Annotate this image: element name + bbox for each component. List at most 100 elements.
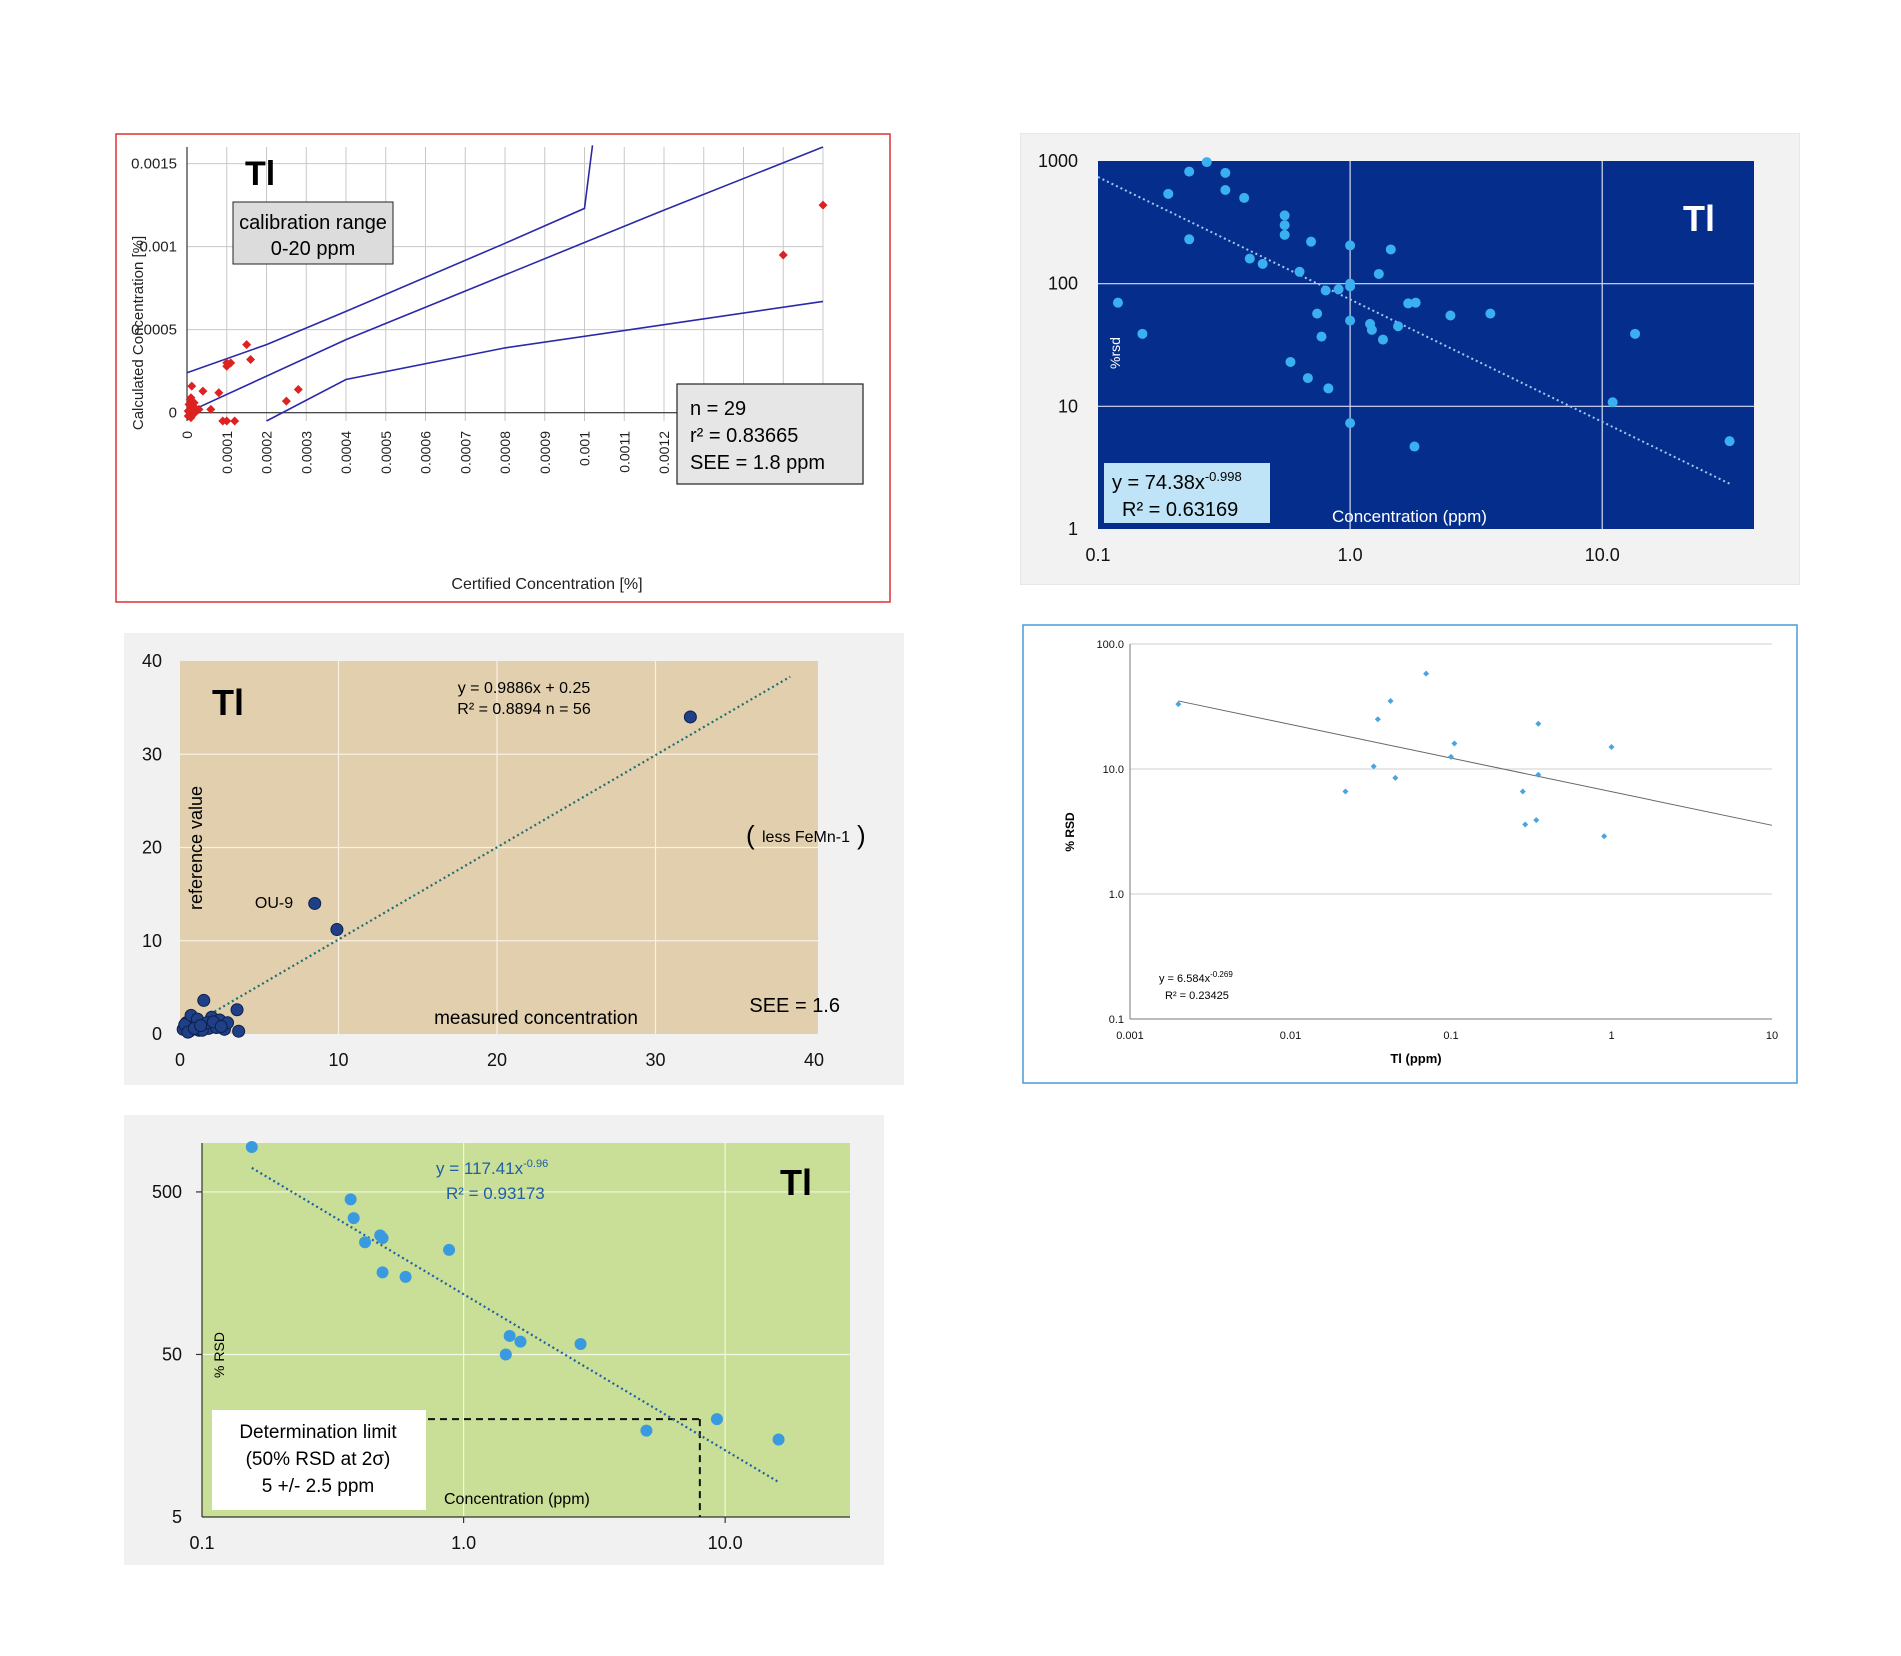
data-point [214, 1020, 228, 1034]
reference-chart-panel: 0 10 20 30 40 0 10 20 30 40 Tl y = 0.9886x + 0.2… [124, 633, 904, 1085]
data-point [1377, 334, 1388, 345]
data-point [1366, 324, 1377, 335]
trendline [1178, 700, 1773, 826]
equation-text: y = 74.38x [1112, 472, 1205, 494]
x-tick-label: 0.0001 [219, 431, 235, 474]
data-point [503, 1329, 516, 1342]
x-axis-label: Certified Concentration [%] [451, 576, 642, 593]
x-tick-label: 0.0008 [497, 431, 513, 474]
data-point [230, 1003, 244, 1017]
y-tick-label: 100 [1048, 274, 1078, 294]
panel-border [115, 133, 891, 603]
equation-exponent: -0.998 [1205, 469, 1242, 484]
x-tick-label: 0.1 [1443, 1030, 1458, 1042]
calibration-range-line1: calibration range [239, 212, 387, 234]
data-point [1312, 308, 1323, 319]
y-tick-label: 0 [152, 1024, 162, 1044]
data-point [197, 993, 211, 1007]
calibration-range-box [232, 201, 394, 265]
x-tick-label: 10 [1766, 1030, 1778, 1042]
x-tick-label: 0.01 [1280, 1030, 1301, 1042]
x-tick-label: 10.0 [708, 1533, 743, 1553]
rsd-white-chart-svg: 0.001 0.01 0.1 1 10 0.1 1.0 10.0 100.0 y = 6.58… [1022, 624, 1798, 1084]
data-point [1316, 331, 1327, 342]
calibration-chart-svg: 0 0.0001 0.0002 0.0003 0.0004 0.0005 0.0006 0.0… [115, 133, 891, 603]
y-tick-label: 1 [1068, 519, 1078, 539]
data-point [1601, 833, 1608, 840]
data-point [1220, 167, 1231, 178]
rsd-white-chart-panel: 0.001 0.01 0.1 1 10 0.1 1.0 10.0 100.0 y = 6.58… [1022, 624, 1798, 1084]
data-point [1451, 740, 1458, 747]
x-tick-label: 0.0011 [616, 431, 632, 473]
data-point [1448, 753, 1454, 760]
y-tick-label: 50 [162, 1344, 182, 1364]
data-point [778, 250, 788, 260]
data-point [1607, 397, 1618, 408]
grid [1129, 643, 1772, 1020]
curve-lower [266, 300, 824, 422]
data-point [1302, 373, 1313, 384]
y-tick-labels: 1 10 100 1000 [1038, 151, 1078, 539]
x-tick-label: 20 [487, 1050, 507, 1070]
rsd-dark-chart-panel: 0.1 1.0 10.0 1 10 100 1000 Tl y = 74.38x-0.99… [1019, 132, 1801, 586]
data-point [1345, 281, 1356, 292]
data-point [1393, 321, 1404, 332]
y-tick-label: 40 [142, 651, 162, 671]
x-tick-label: 0.0002 [259, 431, 275, 474]
y-axis-label: Calculated Concentration [%] [130, 236, 147, 430]
y-tick-label: 10 [1058, 396, 1078, 416]
data-point [1374, 716, 1381, 723]
data-point [1323, 383, 1334, 394]
data-point [574, 1337, 587, 1350]
x-tick-labels: 0.001 0.01 0.1 1 10 [1116, 1030, 1778, 1042]
curves [186, 145, 824, 422]
data-point [1608, 743, 1615, 750]
r-squared: R² = 0.23425 [1165, 990, 1229, 1002]
data-point [1387, 697, 1394, 704]
trendline-path [1178, 700, 1773, 826]
data-point [1445, 310, 1456, 321]
x-tick-label: 10 [328, 1050, 348, 1070]
grid [1098, 161, 1754, 529]
stats-r2: r² = 0.83665 [690, 425, 798, 447]
ou9-label: OU-9 [255, 895, 293, 912]
data-point [242, 340, 252, 350]
x-axis-label: measured concentration [434, 1008, 638, 1029]
equation-box [1104, 463, 1270, 523]
x-axis-label: Tl (ppm) [1390, 1051, 1441, 1066]
data-point [1184, 166, 1195, 177]
data-point [1239, 192, 1250, 203]
data-point [772, 1433, 785, 1446]
chart-title: Tl [780, 1162, 812, 1203]
y-tick-label: 100.0 [1096, 639, 1124, 651]
data-point [359, 1236, 372, 1249]
curve-upper [186, 145, 594, 374]
trendline [1097, 176, 1731, 485]
y-tick-label: 10.0 [1103, 764, 1124, 776]
data-point [330, 923, 344, 937]
data-point [1392, 774, 1399, 781]
equation-text: y = 117.41x [436, 1159, 524, 1178]
data-point [1306, 236, 1317, 247]
see-label: SEE = 1.6 [749, 995, 840, 1017]
y-tick-label: 30 [142, 744, 162, 764]
r-squared: R² = 0.63169 [1122, 499, 1238, 521]
reference-chart-svg: 0 10 20 30 40 0 10 20 30 40 Tl y = 0.9886x + 0.2… [124, 633, 904, 1085]
data-point [1423, 670, 1430, 677]
stats-n: n = 29 [690, 398, 746, 420]
data-point [1137, 328, 1148, 339]
y-tick-labels: 5 50 500 [152, 1182, 182, 1527]
data-point [206, 404, 216, 414]
data-point [1294, 266, 1305, 277]
x-tick-label: 0.0009 [537, 431, 553, 474]
y-tick-label: 500 [152, 1182, 182, 1202]
data-point [186, 393, 196, 403]
chart-title: Tl [1683, 198, 1715, 239]
data-point [245, 1140, 258, 1153]
x-tick-label: 40 [804, 1050, 824, 1070]
data-points [183, 200, 828, 426]
data-point [499, 1348, 512, 1361]
data-point [1333, 284, 1344, 295]
grid [196, 1143, 850, 1523]
x-tick-label: 0 [175, 1050, 185, 1070]
